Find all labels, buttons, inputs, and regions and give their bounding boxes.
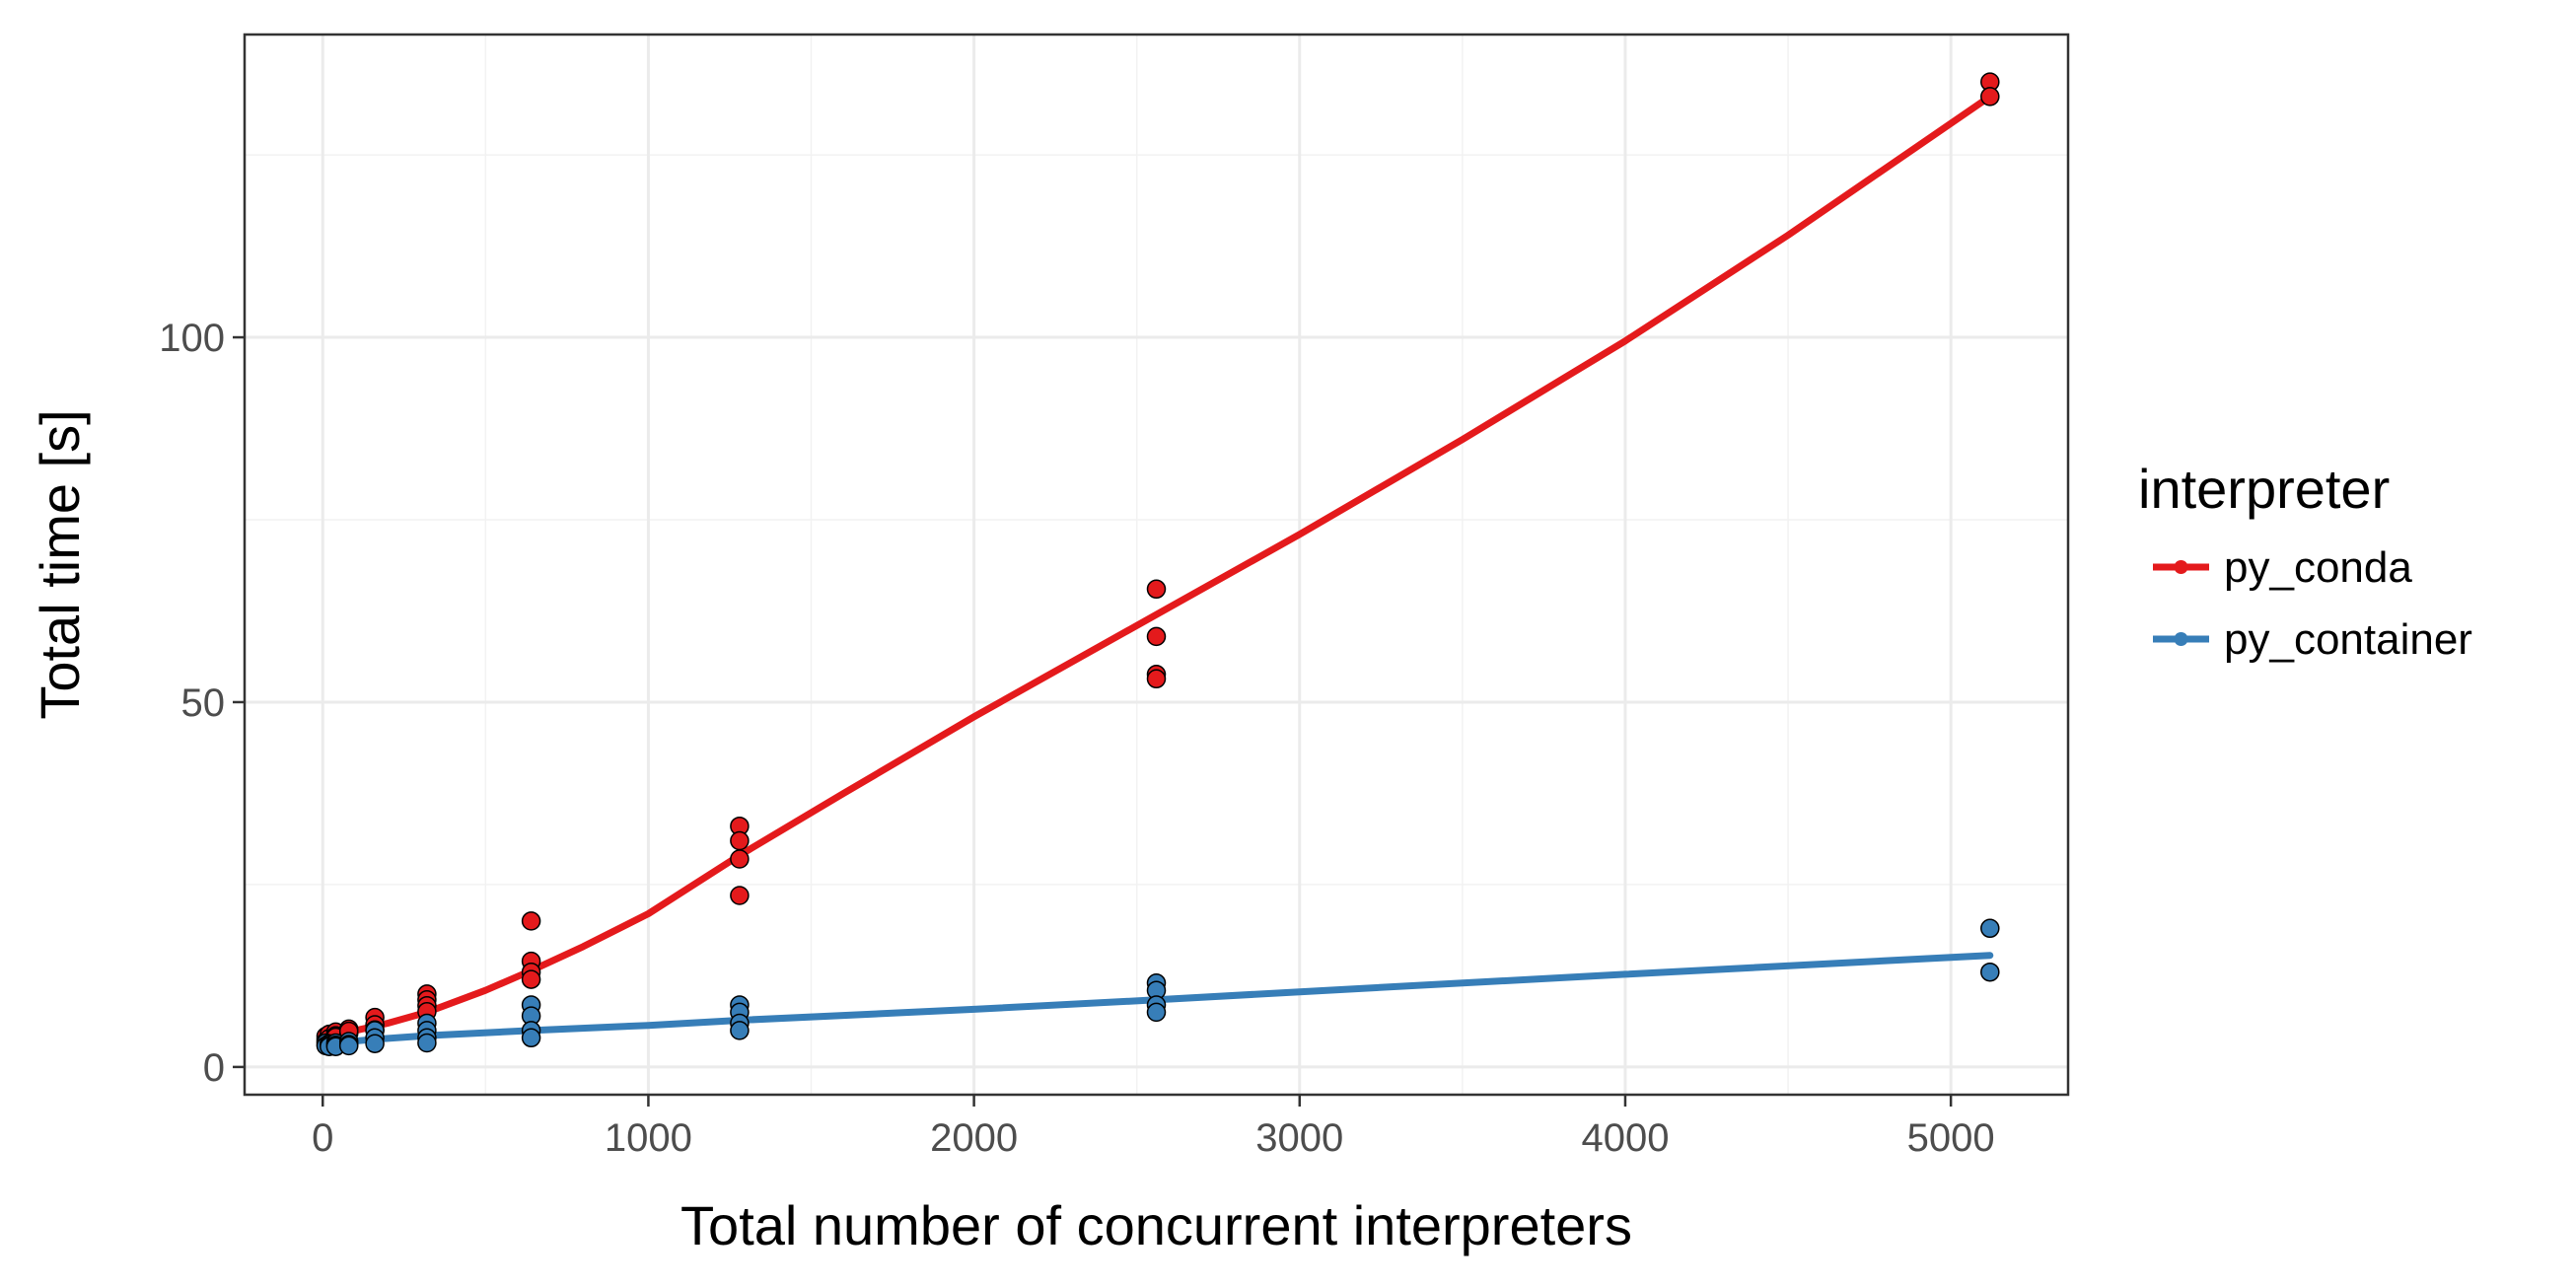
point-py_container (521, 1028, 541, 1048)
y-tick-label: 50 (181, 681, 226, 725)
panel-background (245, 35, 2068, 1095)
y-axis-title: Total time [s] (29, 409, 91, 719)
x-tick-label: 5000 (1907, 1116, 1995, 1160)
legend-label-py_conda: py_conda (2224, 543, 2412, 592)
minor-gridlines (245, 35, 2068, 1095)
point-py_conda (521, 911, 541, 931)
y-tick-label: 0 (203, 1046, 225, 1090)
legend-key-point-py_conda (2174, 560, 2188, 574)
y-tick-label: 100 (159, 317, 225, 360)
point-py_container (1980, 918, 2000, 939)
legend-label-py_container: py_container (2224, 615, 2472, 664)
x-tick-label: 2000 (930, 1116, 1018, 1160)
point-py_container (417, 1033, 437, 1053)
point-py_conda (1146, 579, 1167, 600)
point-py_conda (730, 830, 750, 851)
point-py_conda (1980, 87, 2000, 107)
legend-key-point-py_container (2174, 632, 2188, 646)
x-tick-label: 4000 (1581, 1116, 1669, 1160)
point-py_container (730, 1021, 750, 1040)
point-py_container (1146, 1002, 1167, 1023)
x-tick-label: 1000 (605, 1116, 692, 1160)
major-gridlines (245, 35, 2068, 1095)
x-tick-label: 3000 (1255, 1116, 1343, 1160)
x-axis-title: Total number of concurrent interpreters (680, 1194, 1632, 1256)
point-py_container (365, 1034, 385, 1053)
legend-items: py_conda py_container (2153, 543, 2472, 664)
y-axis-ticks: 0 50 100 (159, 317, 245, 1090)
legend: interpreter py_conda py_container (2138, 458, 2472, 664)
x-axis-ticks: 0 1000 2000 3000 4000 5000 (312, 1095, 1995, 1160)
point-py_container (1980, 962, 2000, 982)
point-py_conda (521, 969, 541, 989)
point-py_container (338, 1036, 359, 1056)
panel-border (243, 33, 2070, 1097)
point-py_conda (1146, 626, 1167, 647)
point-py_conda (730, 849, 750, 869)
point-py_conda (1146, 669, 1167, 689)
data-points (316, 72, 2000, 1056)
x-tick-label: 0 (312, 1116, 333, 1160)
legend-title: interpreter (2138, 458, 2390, 520)
point-py_conda (730, 886, 750, 905)
